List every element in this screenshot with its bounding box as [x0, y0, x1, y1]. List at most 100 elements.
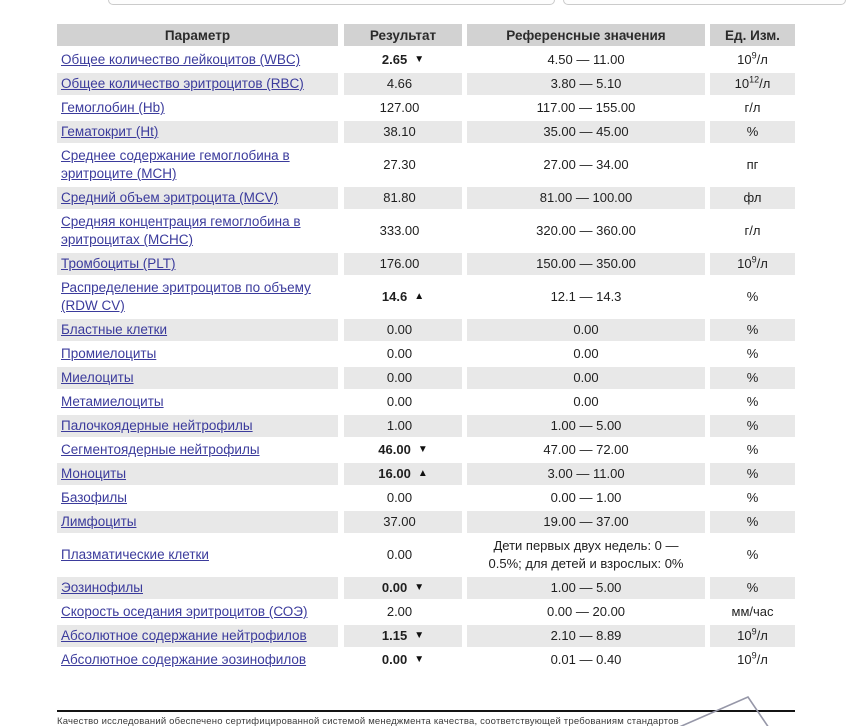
lab-results-table: Параметр Результат Референсные значения …: [57, 24, 795, 673]
reference-cell: 12.1 — 14.3: [467, 277, 705, 317]
unit-value: %: [746, 370, 759, 385]
arrow-down-icon: ▼: [414, 54, 425, 65]
parameter-link[interactable]: Средняя концентрация гемоглобина в эритр…: [61, 214, 301, 247]
parameter-link[interactable]: Гемоглобин (Hb): [61, 100, 165, 115]
parameter-cell: Среднее содержание гемоглобина в эритроц…: [57, 145, 338, 185]
unit-value: %: [746, 580, 759, 595]
unit-value: 1012/л: [734, 74, 771, 91]
parameter-link[interactable]: Палочкоядерные нейтрофилы: [61, 418, 253, 433]
reference-range: 0.00 — 1.00: [550, 490, 622, 505]
reference-range: 1.00 — 5.00: [550, 418, 622, 433]
unit-value: мм/час: [731, 604, 774, 619]
unit-value: %: [746, 514, 759, 529]
result-value: 46.00: [378, 442, 411, 457]
result-cell: 46.00 ▼: [344, 439, 462, 461]
unit-cell: %: [710, 319, 795, 341]
unit-value: %: [746, 547, 759, 562]
reference-range: 47.00 — 72.00: [543, 442, 629, 457]
arrow-down-icon: ▼: [414, 630, 425, 641]
reference-cell: 0.00: [467, 367, 705, 389]
parameter-link[interactable]: Эозинофилы: [61, 580, 143, 595]
parameter-link[interactable]: Промиелоциты: [61, 346, 157, 361]
parameter-link[interactable]: Общее количество лейкоцитов (WBC): [61, 52, 301, 67]
result-cell: 176.00: [344, 253, 462, 275]
result-cell: 38.10: [344, 121, 462, 143]
result-cell: 0.00: [344, 319, 462, 341]
parameter-link[interactable]: Бластные клетки: [61, 322, 168, 337]
arrow-down-icon: ▼: [414, 582, 425, 593]
parameter-cell: Тромбоциты (PLT): [57, 253, 338, 275]
table-row: Гематокрит (Ht) 38.10 35.00 — 45.00 %: [57, 121, 795, 143]
parameter-cell: Бластные клетки: [57, 319, 338, 341]
parameter-link[interactable]: Миелоциты: [61, 370, 134, 385]
unit-cell: %: [710, 391, 795, 413]
result-cell: 1.00: [344, 415, 462, 437]
parameter-link[interactable]: Распределение эритроцитов по объему (RDW…: [61, 280, 311, 313]
table-row: Абсолютное содержание нейтрофилов 1.15 ▼…: [57, 625, 795, 647]
parameter-link[interactable]: Общее количество эритроцитов (RBC): [61, 76, 304, 91]
parameter-cell: Средний объем эритроцита (MCV): [57, 187, 338, 209]
result-value: 0.00: [386, 490, 413, 505]
parameter-link[interactable]: Сегментоядерные нейтрофилы: [61, 442, 260, 457]
unit-cell: %: [710, 439, 795, 461]
unit-cell: 109/л: [710, 253, 795, 275]
result-cell: 0.00: [344, 343, 462, 365]
table-row: Промиелоциты 0.00 0.00 %: [57, 343, 795, 365]
parameter-link[interactable]: Тромбоциты (PLT): [61, 256, 176, 271]
result-value: 127.00: [379, 100, 420, 115]
result-value: 81.80: [383, 190, 416, 205]
reference-cell: 320.00 — 360.00: [467, 211, 705, 251]
table-row: Распределение эритроцитов по объему (RDW…: [57, 277, 795, 317]
reference-cell: 0.01 — 0.40: [467, 649, 705, 671]
result-value: 0.00: [386, 370, 413, 385]
unit-cell: %: [710, 367, 795, 389]
table-row: Средний объем эритроцита (MCV) 81.80 81.…: [57, 187, 795, 209]
parameter-link[interactable]: Лимфоциты: [61, 514, 137, 529]
result-cell: 0.00: [344, 367, 462, 389]
reference-cell: 0.00: [467, 343, 705, 365]
parameter-link[interactable]: Базофилы: [61, 490, 127, 505]
table-row: Тромбоциты (PLT) 176.00 150.00 — 350.00 …: [57, 253, 795, 275]
parameter-link[interactable]: Метамиелоциты: [61, 394, 164, 409]
parameter-cell: Абсолютное содержание эозинофилов: [57, 649, 338, 671]
form-field-cutoff-left[interactable]: [108, 0, 555, 5]
parameter-cell: Гематокрит (Ht): [57, 121, 338, 143]
table-row: Гемоглобин (Hb) 127.00 117.00 — 155.00 г…: [57, 97, 795, 119]
header-result: Результат: [344, 24, 462, 46]
parameter-cell: Гемоглобин (Hb): [57, 97, 338, 119]
parameter-link[interactable]: Гематокрит (Ht): [61, 124, 159, 139]
parameter-cell: Средняя концентрация гемоглобина в эритр…: [57, 211, 338, 251]
reference-cell: 0.00: [467, 319, 705, 341]
parameter-link[interactable]: Средний объем эритроцита (MCV): [61, 190, 279, 205]
reference-range: 4.50 — 11.00: [547, 52, 625, 67]
header-parameter: Параметр: [57, 24, 338, 46]
reference-range: 0.00: [573, 370, 599, 385]
result-cell: 1.15 ▼: [344, 625, 462, 647]
unit-value: %: [746, 289, 759, 304]
result-value: 2.00: [386, 604, 413, 619]
result-cell: 0.00: [344, 391, 462, 413]
reference-range: 19.00 — 37.00: [543, 514, 629, 529]
reference-cell: 117.00 — 155.00: [467, 97, 705, 119]
parameter-link[interactable]: Абсолютное содержание эозинофилов: [61, 652, 307, 667]
table-row: Скорость оседания эритроцитов (СОЭ) 2.00…: [57, 601, 795, 623]
reference-range: 150.00 — 350.00: [536, 256, 636, 271]
parameter-cell: Метамиелоциты: [57, 391, 338, 413]
parameter-link[interactable]: Плазматические клетки: [61, 547, 209, 562]
parameter-cell: Миелоциты: [57, 367, 338, 389]
parameter-link[interactable]: Моноциты: [61, 466, 127, 481]
parameter-cell: Моноциты: [57, 463, 338, 485]
table-row: Общее количество эритроцитов (RBC) 4.66 …: [57, 73, 795, 95]
reference-cell: 0.00: [467, 391, 705, 413]
unit-cell: 109/л: [710, 649, 795, 671]
reference-range: 12.1 — 14.3: [550, 289, 622, 304]
reference-range: 2.10 — 8.89: [550, 628, 622, 643]
unit-value: %: [746, 466, 759, 481]
parameter-link[interactable]: Скорость оседания эритроцитов (СОЭ): [61, 604, 308, 619]
form-field-cutoff-right[interactable]: [563, 0, 846, 5]
parameter-cell: Лимфоциты: [57, 511, 338, 533]
unit-value: %: [746, 322, 759, 337]
result-cell: 81.80: [344, 187, 462, 209]
parameter-link[interactable]: Абсолютное содержание нейтрофилов: [61, 628, 307, 643]
parameter-link[interactable]: Среднее содержание гемоглобина в эритроц…: [61, 148, 290, 181]
